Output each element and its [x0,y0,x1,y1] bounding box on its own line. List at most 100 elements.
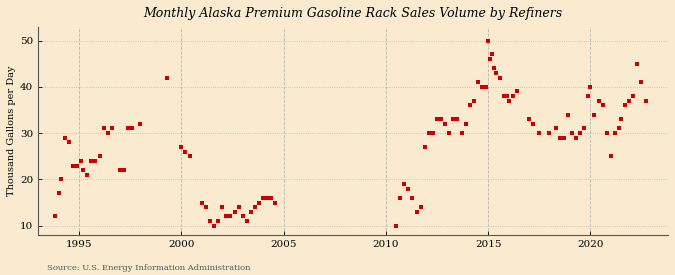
Point [407,196,418,200]
Point [72,163,82,168]
Point [562,112,573,117]
Point [558,136,569,140]
Point [254,200,265,205]
Point [55,177,66,182]
Point [266,196,277,200]
Point [395,196,406,200]
Point [90,159,101,163]
Point [616,117,626,122]
Point [585,85,596,89]
Point [460,122,471,126]
Point [49,214,60,219]
Point [53,191,64,196]
Point [464,103,475,108]
Point [180,149,191,154]
Point [487,52,497,57]
Point [411,210,422,214]
Point [95,154,105,158]
Point [544,131,555,135]
Y-axis label: Thousand Gallons per Day: Thousand Gallons per Day [7,66,16,196]
Point [217,205,227,209]
Point [605,154,616,158]
Point [550,126,561,131]
Point [250,205,261,209]
Text: Source: U.S. Energy Information Administration: Source: U.S. Energy Information Administ… [47,264,250,272]
Point [399,182,410,186]
Point [127,126,138,131]
Point [472,80,483,84]
Point [242,219,252,223]
Point [135,122,146,126]
Point [632,62,643,66]
Point [495,75,506,80]
Point [99,126,109,131]
Point [468,98,479,103]
Point [534,131,545,135]
Point [391,224,402,228]
Point [270,200,281,205]
Point [82,173,92,177]
Point [431,117,442,122]
Point [601,131,612,135]
Point [444,131,455,135]
Point [415,205,426,209]
Point [225,214,236,219]
Point [238,214,248,219]
Point [489,66,500,70]
Point [184,154,195,158]
Point [258,196,269,200]
Point [512,89,522,94]
Point [597,103,608,108]
Point [456,131,467,135]
Point [103,131,113,135]
Point [205,219,215,223]
Point [620,103,630,108]
Point [86,159,97,163]
Point [234,205,244,209]
Point [176,145,187,149]
Point [485,57,495,61]
Point [448,117,459,122]
Point [419,145,430,149]
Point [68,163,78,168]
Point [246,210,256,214]
Point [123,126,134,131]
Point [477,85,487,89]
Point [196,200,207,205]
Point [63,140,74,145]
Title: Monthly Alaska Premium Gasoline Rack Sales Volume by Refiners: Monthly Alaska Premium Gasoline Rack Sal… [144,7,563,20]
Point [528,122,539,126]
Point [200,205,211,209]
Point [624,98,634,103]
Point [593,98,604,103]
Point [209,224,219,228]
Point [628,94,639,98]
Point [78,168,88,172]
Point [491,71,502,75]
Point [507,94,518,98]
Point [583,94,594,98]
Point [161,75,172,80]
Point [115,168,126,172]
Point [566,131,577,135]
Point [640,98,651,103]
Point [614,126,624,131]
Point [570,136,581,140]
Point [579,126,590,131]
Point [76,159,86,163]
Point [423,131,434,135]
Point [501,94,512,98]
Point [524,117,535,122]
Point [119,168,130,172]
Point [554,136,565,140]
Point [483,38,493,43]
Point [452,117,463,122]
Point [636,80,647,84]
Point [503,98,514,103]
Point [481,85,491,89]
Point [439,122,450,126]
Point [403,186,414,191]
Point [229,210,240,214]
Point [59,136,70,140]
Point [499,94,510,98]
